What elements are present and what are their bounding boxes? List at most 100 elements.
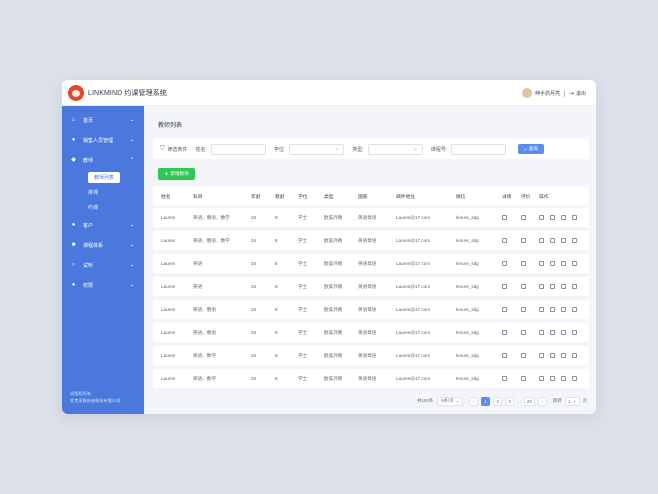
- cell-exp: 8: [275, 307, 278, 312]
- name-input[interactable]: [210, 143, 266, 155]
- cell-subject: 英语、数学: [193, 352, 216, 358]
- delete-icon: [550, 376, 555, 381]
- calendar-icon-button[interactable]: [561, 231, 569, 250]
- logout-link[interactable]: 退出: [575, 90, 586, 97]
- degree-select[interactable]: ⌄: [289, 143, 345, 155]
- sidebar-item-sales[interactable]: ● 销售人员管理 ⌄: [62, 130, 144, 150]
- delete-icon-button[interactable]: [550, 369, 558, 388]
- delete-icon-button[interactable]: [550, 254, 558, 273]
- cell-degree: 学士: [298, 260, 308, 266]
- calendar-icon-button[interactable]: [561, 277, 569, 296]
- next-page-button[interactable]: ›: [537, 396, 547, 406]
- sidebar-item-home[interactable]: ⌂ 首页 ⌄: [62, 110, 144, 130]
- cell-country: 英语母语: [358, 352, 377, 358]
- teacher-icon: ◆: [71, 157, 76, 163]
- edit-icon-button[interactable]: [539, 346, 547, 365]
- sidebar-subitem-teacher-list[interactable]: 教师列表: [62, 170, 144, 185]
- course-input[interactable]: [451, 143, 507, 155]
- rating-icon-button[interactable]: [521, 231, 529, 250]
- add-teacher-button[interactable]: + 新增教师: [158, 168, 195, 180]
- detail-icon-button[interactable]: [502, 369, 510, 388]
- cell-wechat: lenure_sdg: [456, 353, 479, 358]
- schedule-icon-button[interactable]: [572, 300, 580, 319]
- user-name[interactable]: 伸手抓月亮: [534, 90, 560, 97]
- edit-icon-button[interactable]: [539, 254, 547, 273]
- rating-icon-button[interactable]: [521, 300, 529, 319]
- cell-email: Lauren@17.com: [396, 261, 431, 266]
- rating-icon: [521, 353, 526, 358]
- edit-icon-button[interactable]: [539, 277, 547, 296]
- rating-icon-button[interactable]: [521, 277, 529, 296]
- calendar-icon-button[interactable]: [561, 323, 569, 342]
- page-20[interactable]: 20: [523, 396, 535, 406]
- rating-icon-button[interactable]: [521, 323, 529, 342]
- calendar-icon-button[interactable]: [561, 254, 569, 273]
- sidebar-item-customers[interactable]: ● 客户 ⌄: [62, 215, 144, 235]
- delete-icon-button[interactable]: [550, 208, 558, 227]
- calendar-icon-button[interactable]: [561, 346, 569, 365]
- delete-icon-button[interactable]: [550, 231, 558, 250]
- chevron-down-icon: ⌄: [572, 398, 577, 403]
- filter-title: 筛选条件: [167, 146, 188, 153]
- page-1[interactable]: 1: [481, 396, 491, 406]
- degree-label: 学位:: [273, 146, 286, 153]
- rating-icon-button[interactable]: [521, 254, 529, 273]
- cell-country: 英语母语: [358, 237, 377, 243]
- type-select[interactable]: ⌄: [367, 143, 423, 155]
- delete-icon-button[interactable]: [550, 277, 558, 296]
- schedule-icon-button[interactable]: [572, 208, 580, 227]
- edit-icon: [539, 238, 544, 243]
- calendar-icon-button[interactable]: [561, 208, 569, 227]
- schedule-icon-button[interactable]: [572, 231, 580, 250]
- delete-icon-button[interactable]: [550, 323, 558, 342]
- sidebar-subitem-booking[interactable]: 约课: [88, 205, 99, 211]
- sidebar-subitem-schedule[interactable]: 排课: [88, 190, 99, 196]
- detail-icon-button[interactable]: [502, 277, 510, 296]
- schedule-icon-button[interactable]: [572, 254, 580, 273]
- calendar-icon-button[interactable]: [561, 300, 569, 319]
- col-email: 邮件地址: [396, 194, 416, 200]
- schedule-icon-button[interactable]: [572, 346, 580, 365]
- edit-icon-button[interactable]: [539, 369, 547, 388]
- edit-icon-button[interactable]: [539, 208, 547, 227]
- calendar-icon: [561, 376, 566, 381]
- sidebar-item-label: 销售人员管理: [83, 137, 114, 144]
- chevron-down-icon: ⌄: [335, 145, 340, 152]
- sidebar-item-courses[interactable]: ■ 课程体系 ⌄: [62, 235, 144, 255]
- avatar[interactable]: [521, 88, 532, 98]
- schedule-icon: [572, 376, 577, 381]
- detail-icon-button[interactable]: [502, 231, 510, 250]
- detail-icon-button[interactable]: [502, 323, 510, 342]
- page-size-select[interactable]: 8条/页 ⌄: [437, 396, 464, 406]
- rating-icon-button[interactable]: [521, 346, 529, 365]
- delete-icon-button[interactable]: [550, 346, 558, 365]
- edit-icon-button[interactable]: [539, 300, 547, 319]
- sidebar-item-permissions[interactable]: ● 权限 ⌄: [62, 275, 144, 295]
- detail-icon-button[interactable]: [502, 254, 510, 273]
- edit-icon-button[interactable]: [539, 323, 547, 342]
- sidebar-item-teachers[interactable]: ◆ 教师 ⌃: [62, 150, 144, 170]
- rating-icon-button[interactable]: [521, 369, 529, 388]
- sidebar-item-trial[interactable]: ∩ 试听 ⌄: [62, 255, 144, 275]
- rating-icon-button[interactable]: [521, 208, 529, 227]
- delete-icon: [550, 330, 555, 335]
- prev-page-button[interactable]: ‹: [469, 396, 479, 406]
- goto-page-input[interactable]: 1 ⌄: [564, 396, 580, 406]
- delete-icon-button[interactable]: [550, 300, 558, 319]
- page-2[interactable]: 2: [493, 396, 503, 406]
- calendar-icon-button[interactable]: [561, 369, 569, 388]
- edit-icon-button[interactable]: [539, 231, 547, 250]
- schedule-icon-button[interactable]: [572, 369, 580, 388]
- detail-icon-button[interactable]: [502, 346, 510, 365]
- schedule-icon-button[interactable]: [572, 323, 580, 342]
- filter-icon: ⛉: [160, 145, 165, 152]
- schedule-icon-button[interactable]: [572, 277, 580, 296]
- cell-email: Lauren@17.com: [396, 215, 431, 220]
- page-3[interactable]: 3: [505, 396, 515, 406]
- cell-type: 欧美外教: [324, 237, 343, 243]
- logout-icon[interactable]: ⇥: [568, 90, 574, 97]
- detail-icon-button[interactable]: [502, 208, 510, 227]
- query-button[interactable]: ⌕ 查询: [518, 144, 545, 154]
- detail-icon-button[interactable]: [502, 300, 510, 319]
- schedule-icon: [572, 215, 577, 220]
